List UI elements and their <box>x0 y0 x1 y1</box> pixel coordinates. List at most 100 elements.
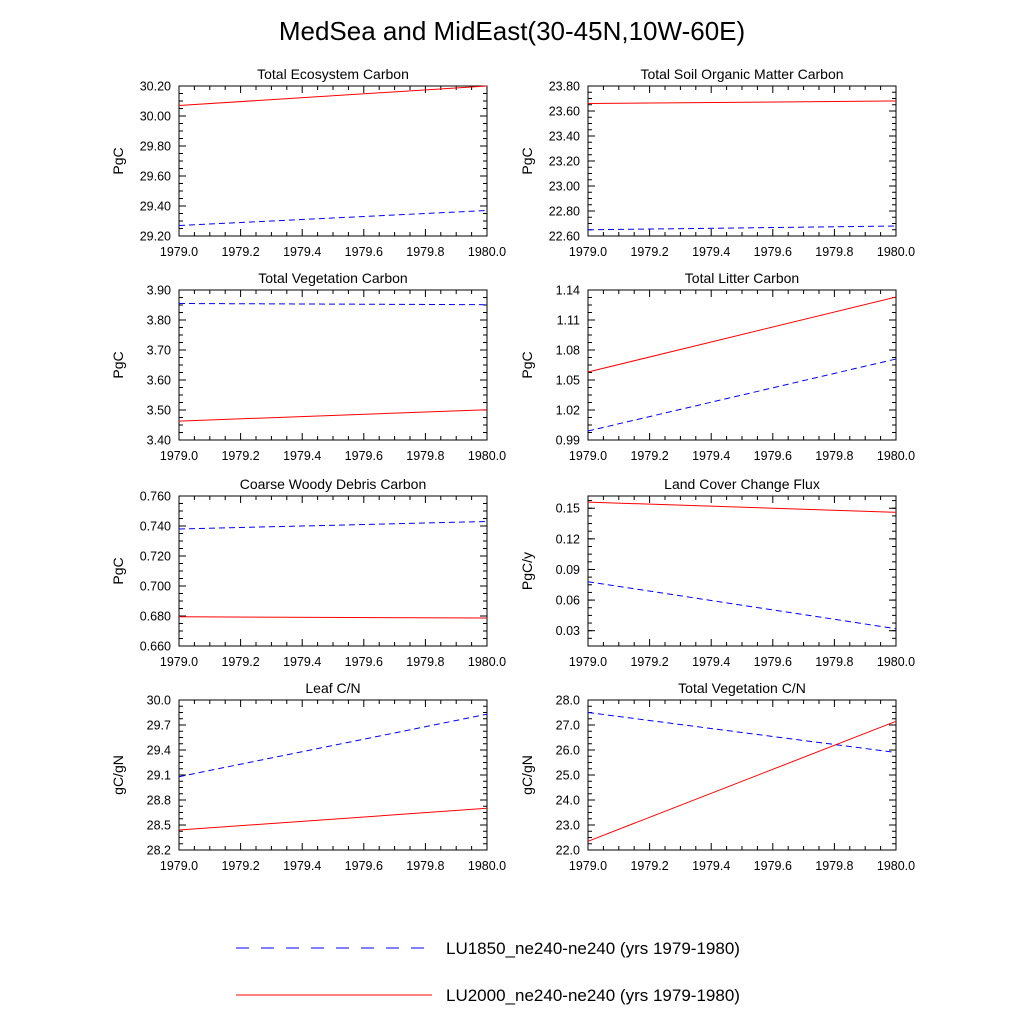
chart-title: Total Vegetation Carbon <box>258 270 407 286</box>
x-tick-label: 1979.6 <box>754 245 792 259</box>
y-tick-label: 0.99 <box>556 434 580 448</box>
y-tick-label: 29.60 <box>140 170 171 184</box>
chart-panel: Total Litter Carbon 1979.0 1979.2 1979.4 197… <box>519 270 915 463</box>
chart-title: Coarse Woody Debris Carbon <box>240 476 427 492</box>
series-line-lu1850 <box>178 521 488 530</box>
series-line-lu1850 <box>587 581 897 630</box>
y-tick-label: 25.0 <box>556 769 580 783</box>
series-line-lu2000 <box>178 616 488 619</box>
x-tick-label: 1980.0 <box>877 449 915 463</box>
y-tick-label: 30.0 <box>147 694 171 708</box>
chart-panel: Total Ecosystem Carbon 1979.0 1979.2 1979.4… <box>110 66 506 259</box>
x-tick-label: 1979.6 <box>754 655 792 669</box>
y-tick-label: 23.0 <box>556 819 580 833</box>
plot-frame <box>178 495 488 647</box>
figure-title: MedSea and MidEast(30-45N,10W-60E) <box>279 16 745 46</box>
y-tick-label: 1.14 <box>556 284 580 298</box>
x-tick-label: 1979.0 <box>569 245 607 259</box>
series-line-lu1850 <box>587 712 897 753</box>
y-axis-label: gC/gN <box>110 755 126 795</box>
x-tick-label: 1979.6 <box>754 859 792 873</box>
series-line-lu1850 <box>178 210 488 226</box>
y-tick-label: 23.60 <box>549 105 580 119</box>
x-tick-label: 1979.8 <box>815 245 853 259</box>
y-tick-label: 29.1 <box>147 769 171 783</box>
y-tick-label: 3.70 <box>147 344 171 358</box>
x-tick-label: 1980.0 <box>877 655 915 669</box>
chart-panel: Leaf C/N 1979.0 1979.2 1979.4 1979.6 1979.8 19… <box>110 680 506 873</box>
plot-frame <box>587 85 897 237</box>
y-tick-label: 23.40 <box>549 130 580 144</box>
x-tick-label: 1979.8 <box>406 245 444 259</box>
x-tick-label: 1979.6 <box>345 859 383 873</box>
chart-panel: Total Vegetation Carbon 1979.0 1979.2 1979.… <box>110 270 506 463</box>
y-axis-label: PgC <box>519 147 535 174</box>
y-tick-label: 23.80 <box>549 80 580 94</box>
y-tick-label: 1.02 <box>556 404 580 418</box>
y-tick-label: 0.700 <box>140 580 171 594</box>
chart-panel: Coarse Woody Debris Carbon 1979.0 1979.2 19… <box>110 476 506 669</box>
y-tick-label: 29.80 <box>140 140 171 154</box>
plot-frame <box>178 85 488 237</box>
x-tick-label: 1979.4 <box>692 449 730 463</box>
y-tick-label: 0.760 <box>140 490 171 504</box>
x-tick-label: 1979.0 <box>569 859 607 873</box>
y-tick-label: 3.90 <box>147 284 171 298</box>
x-tick-label: 1979.2 <box>630 859 668 873</box>
chart-title: Total Ecosystem Carbon <box>257 66 409 82</box>
x-tick-label: 1979.0 <box>160 859 198 873</box>
y-tick-label: 27.0 <box>556 719 580 733</box>
x-tick-label: 1979.2 <box>630 449 668 463</box>
y-tick-label: 22.80 <box>549 205 580 219</box>
chart-title: Total Litter Carbon <box>685 270 799 286</box>
x-tick-label: 1979.2 <box>221 245 259 259</box>
y-tick-label: 28.8 <box>147 794 171 808</box>
x-tick-label: 1979.4 <box>283 449 321 463</box>
plot-frame <box>178 699 488 851</box>
x-tick-label: 1979.0 <box>569 655 607 669</box>
y-tick-label: 0.15 <box>556 502 580 516</box>
series-line-lu2000 <box>587 720 897 842</box>
y-tick-label: 0.03 <box>556 624 580 638</box>
x-tick-label: 1979.2 <box>630 655 668 669</box>
x-tick-label: 1979.6 <box>345 245 383 259</box>
x-tick-label: 1980.0 <box>468 655 506 669</box>
y-tick-label: 3.60 <box>147 374 171 388</box>
x-tick-label: 1979.8 <box>406 859 444 873</box>
x-tick-label: 1979.8 <box>406 449 444 463</box>
x-tick-label: 1979.0 <box>160 449 198 463</box>
x-tick-label: 1979.6 <box>345 449 383 463</box>
x-tick-label: 1979.0 <box>160 655 198 669</box>
y-tick-label: 1.05 <box>556 374 580 388</box>
x-tick-label: 1979.4 <box>283 245 321 259</box>
panels: Total Ecosystem Carbon 1979.0 1979.2 1979.4… <box>110 66 915 873</box>
y-tick-label: 22.0 <box>556 844 580 858</box>
x-tick-label: 1980.0 <box>877 245 915 259</box>
series-line-lu1850 <box>587 358 897 432</box>
y-tick-label: 3.40 <box>147 434 171 448</box>
y-tick-label: 26.0 <box>556 744 580 758</box>
chart-title: Total Soil Organic Matter Carbon <box>640 66 843 82</box>
y-axis-label: PgC/y <box>519 552 535 590</box>
series-line-lu2000 <box>587 100 897 104</box>
x-tick-label: 1979.2 <box>630 245 668 259</box>
series-line-lu2000 <box>178 409 488 422</box>
y-tick-label: 28.0 <box>556 694 580 708</box>
plot-frame <box>587 495 897 647</box>
y-tick-label: 23.20 <box>549 155 580 169</box>
y-tick-label: 3.50 <box>147 404 171 418</box>
x-tick-label: 1979.6 <box>754 449 792 463</box>
plot-frame <box>178 289 488 441</box>
y-tick-label: 23.00 <box>549 180 580 194</box>
x-tick-label: 1979.6 <box>345 655 383 669</box>
series-line-lu1850 <box>587 225 897 231</box>
x-tick-label: 1979.0 <box>160 245 198 259</box>
y-tick-label: 1.11 <box>557 314 580 328</box>
y-tick-label: 29.40 <box>140 200 171 214</box>
x-tick-label: 1980.0 <box>877 859 915 873</box>
chart-panel: Total Vegetation C/N 1979.0 1979.2 1979.4 19… <box>519 680 915 873</box>
y-axis-label: PgC <box>110 557 126 584</box>
y-axis-label: gC/gN <box>519 755 535 795</box>
x-tick-label: 1979.4 <box>692 859 730 873</box>
